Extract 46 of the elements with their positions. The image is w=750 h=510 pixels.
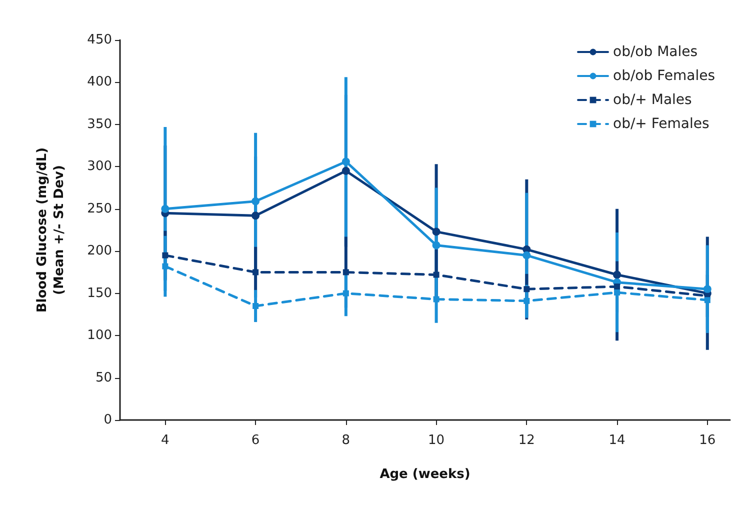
point xyxy=(433,296,440,302)
point xyxy=(252,197,260,206)
y-tick-label: 200 xyxy=(87,244,112,259)
legend-label: ob/+ Females xyxy=(613,116,710,132)
point xyxy=(162,263,168,270)
y-tick-label: 150 xyxy=(87,286,112,301)
legend-label: ob/ob Females xyxy=(613,68,716,84)
point xyxy=(161,204,170,213)
y-tick-label: 350 xyxy=(87,116,112,132)
point xyxy=(342,290,349,296)
point xyxy=(614,289,620,296)
y-tick-label: 250 xyxy=(87,201,112,216)
point xyxy=(704,297,710,304)
point xyxy=(432,228,440,236)
point xyxy=(524,286,530,292)
point xyxy=(342,166,350,175)
point xyxy=(342,158,350,166)
y-tick-label: 400 xyxy=(87,74,112,90)
y-tick-label: 450 xyxy=(87,32,112,48)
x-tick-label: 16 xyxy=(699,433,716,448)
y-tick-label: 300 xyxy=(87,159,112,174)
point xyxy=(432,241,440,250)
y-tick-label: 50 xyxy=(95,370,112,386)
point xyxy=(522,251,531,260)
x-tick-label: 12 xyxy=(518,433,535,448)
point xyxy=(524,298,530,304)
point xyxy=(252,269,259,276)
point xyxy=(614,284,620,290)
x-tick-label: 8 xyxy=(342,433,350,448)
x-axis-title: Age (weeks) xyxy=(380,467,470,482)
x-tick-label: 10 xyxy=(428,433,445,448)
y-tick-label: 0 xyxy=(104,412,112,428)
point xyxy=(613,270,622,279)
point xyxy=(342,269,349,276)
y-tick-label: 100 xyxy=(87,328,112,344)
point xyxy=(162,252,168,258)
point xyxy=(703,285,712,294)
point xyxy=(252,303,259,309)
y-axis-title: Blood Glucose (mg/dL) (Mean +/- St Dev) xyxy=(35,147,67,313)
point xyxy=(252,212,260,220)
legend-label: ob/+ Males xyxy=(613,92,692,108)
x-tick-label: 6 xyxy=(251,433,260,448)
point xyxy=(433,272,440,278)
x-tick-label: 14 xyxy=(608,433,626,448)
legend-label: ob/ob Males xyxy=(613,44,698,60)
x-tick-label: 4 xyxy=(161,433,170,448)
